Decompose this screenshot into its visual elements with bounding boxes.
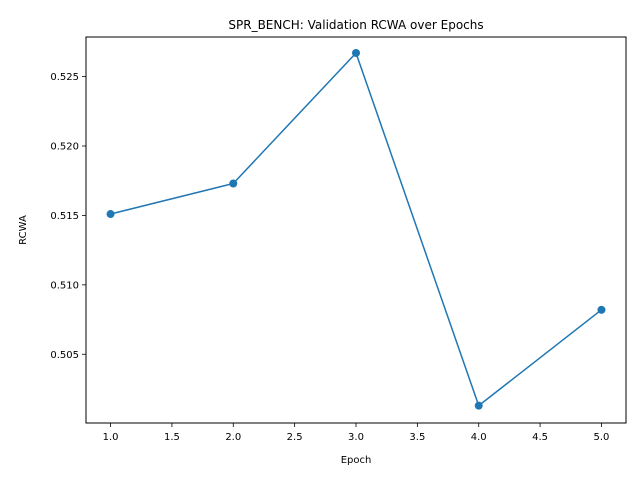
- data-point: [474, 401, 483, 410]
- data-point: [106, 210, 115, 219]
- x-tick-label: 2.0: [225, 432, 241, 443]
- y-tick-label: 0.520: [50, 141, 79, 152]
- y-tick-label: 0.510: [50, 280, 79, 291]
- y-tick-label: 0.525: [50, 72, 79, 83]
- data-point: [597, 305, 606, 314]
- plot-area: [85, 36, 627, 424]
- x-axis-label: Epoch: [341, 455, 372, 466]
- data-point: [352, 48, 360, 57]
- x-tick-label: 5.0: [594, 432, 610, 443]
- x-tick-label: 1.0: [103, 432, 119, 443]
- plot-frame: [85, 36, 627, 424]
- x-tick-label: 4.5: [532, 432, 548, 443]
- x-tick-label: 4.0: [471, 432, 487, 443]
- data-point: [229, 179, 238, 188]
- series-line: [110, 52, 602, 407]
- series-layer: [106, 48, 606, 410]
- x-axis: 1.0 1.5 2.0 2.5 3.0 3.5 4.0 4.5 5.0: [103, 423, 610, 443]
- x-tick-label: 3.0: [348, 432, 364, 443]
- y-axis-label: RCWA: [18, 215, 29, 245]
- chart-title: SPR_BENCH: Validation RCWA over Epochs: [228, 18, 483, 32]
- y-tick-label: 0.515: [50, 211, 79, 222]
- x-tick-label: 3.5: [409, 432, 425, 443]
- y-tick-label: 0.505: [50, 350, 79, 361]
- y-axis: 0.505 0.510 0.515 0.520 0.525: [50, 72, 86, 361]
- x-tick-label: 1.5: [164, 432, 180, 443]
- x-tick-label: 2.5: [287, 432, 303, 443]
